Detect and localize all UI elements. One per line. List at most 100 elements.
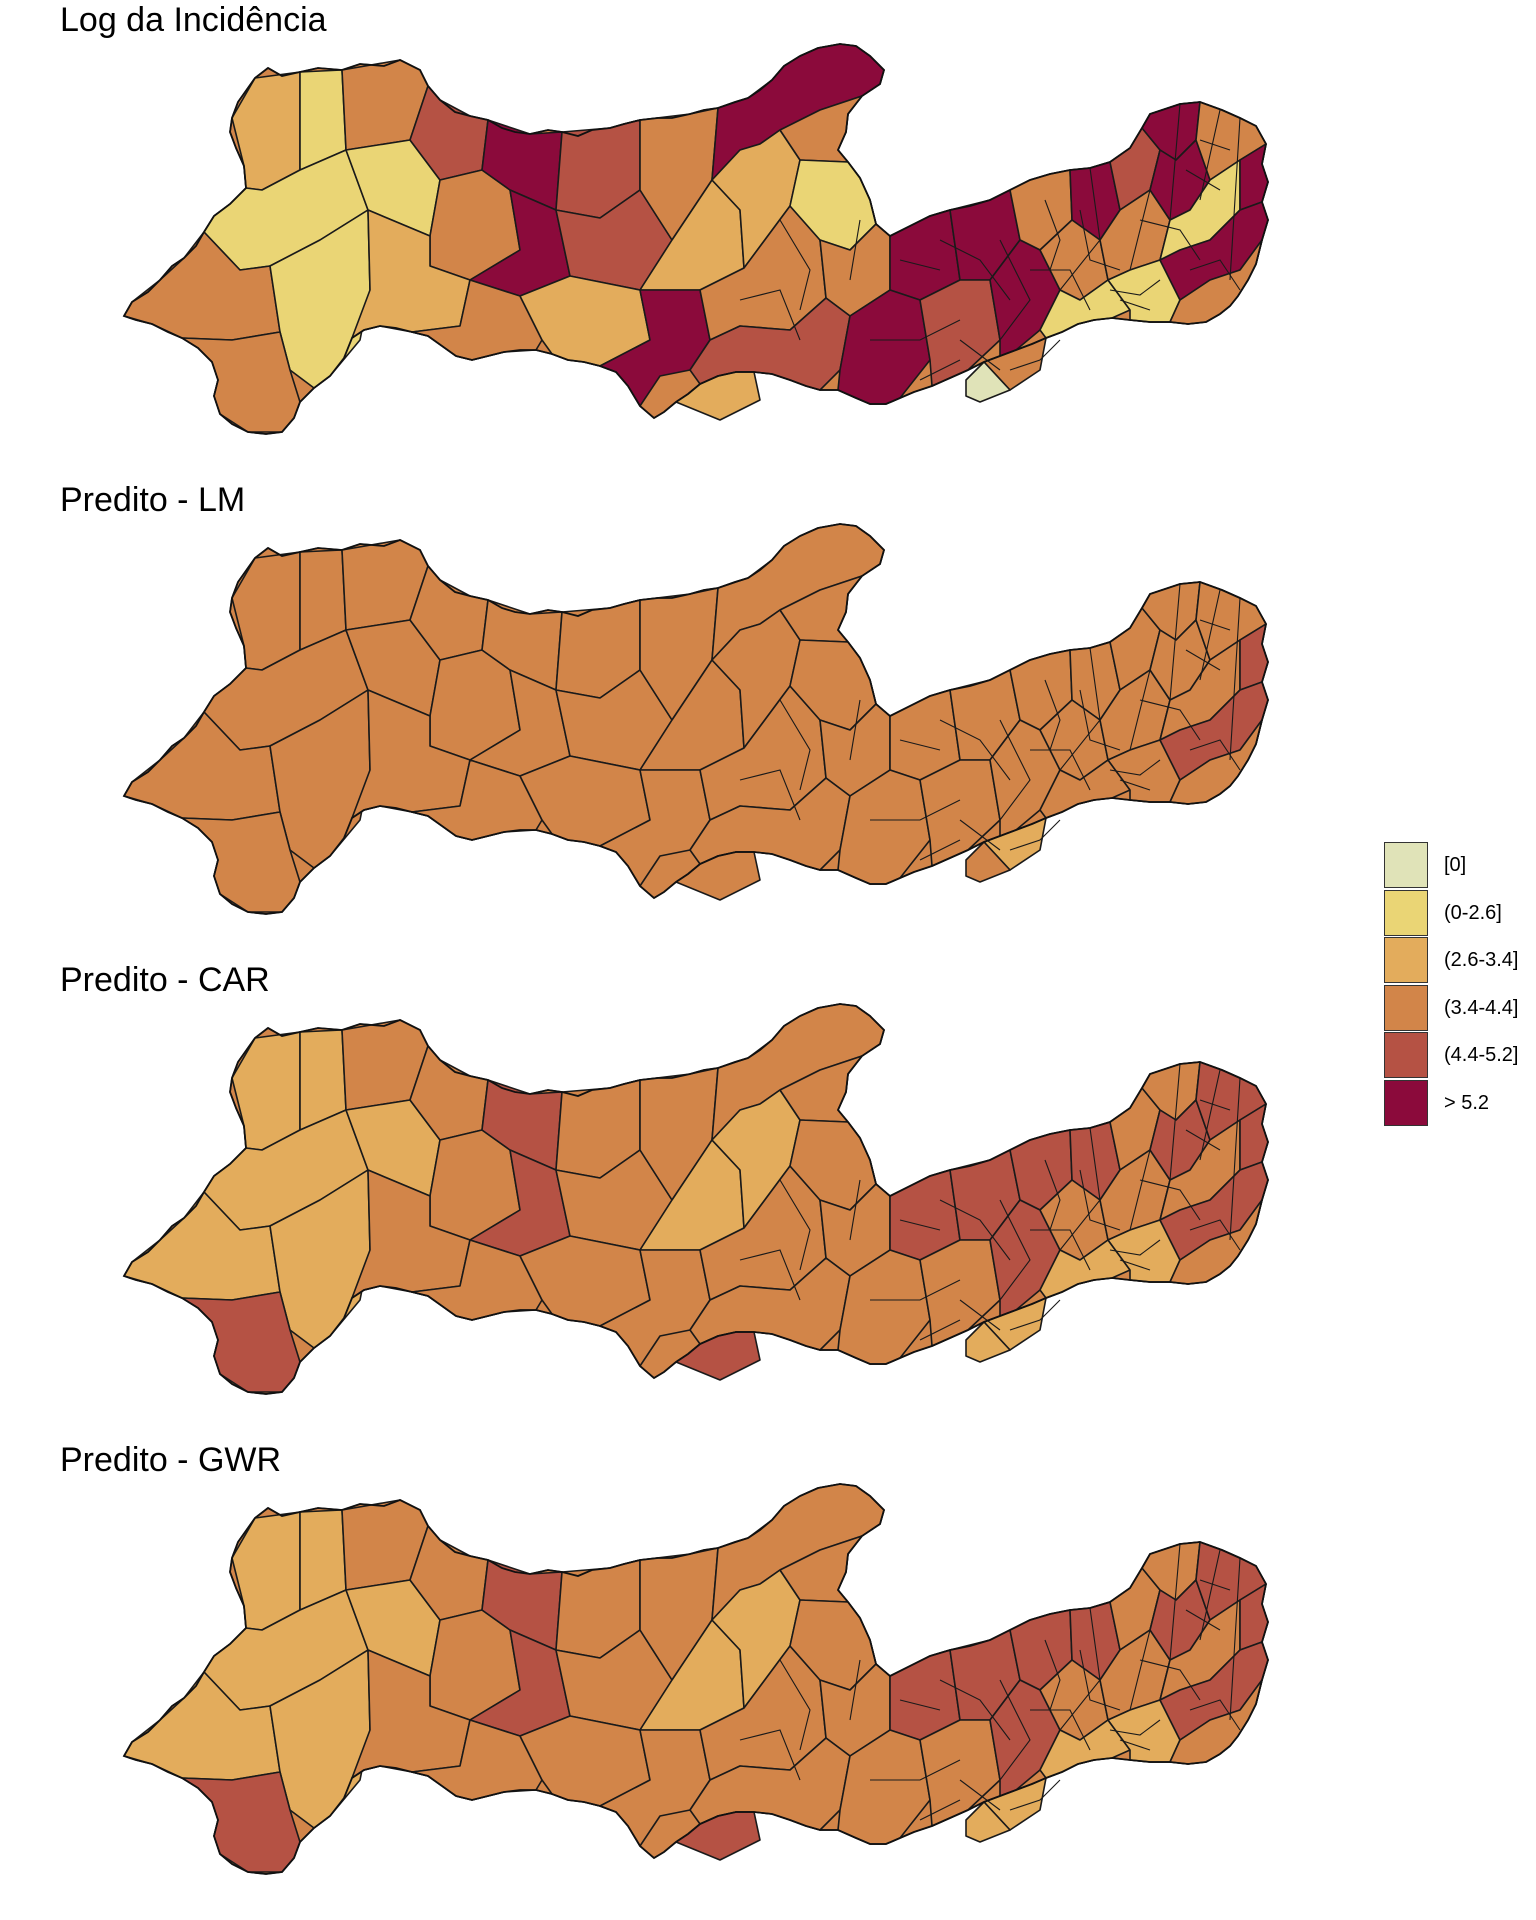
municipalities: [123, 1003, 1269, 1393]
municipality-border: [1189, 1219, 1241, 1251]
legend-label: > 5.2: [1444, 1091, 1490, 1114]
municipality-border: [919, 1319, 961, 1341]
municipality-border: [1109, 1239, 1161, 1256]
municipality-border: [1229, 1077, 1241, 1241]
legend-label: (3.4-4.4]: [1444, 996, 1519, 1019]
municipality-border: [1189, 259, 1241, 291]
municipalities: [123, 523, 1269, 913]
legend-label: (4.4-5.2]: [1444, 1044, 1519, 1066]
municipality-border: [1030, 1709, 1091, 1751]
panel-title: Log da Incidência: [60, 1, 327, 39]
municipality-border: [1030, 749, 1091, 791]
panel-title: Predito - CAR: [60, 961, 270, 999]
map-panel-car: Predito - CAR: [0, 960, 1340, 1430]
municipality-border: [779, 1179, 811, 1271]
municipality-border: [849, 219, 861, 281]
municipality-border: [1139, 1659, 1201, 1701]
municipality-border: [1079, 689, 1121, 751]
municipality-border: [1169, 103, 1181, 221]
municipality-border: [919, 839, 961, 861]
municipality-border: [1185, 169, 1221, 191]
municipality-border: [1030, 1229, 1091, 1271]
municipality-border: [1044, 1159, 1061, 1231]
municipality-border: [939, 1199, 1011, 1261]
municipality-border: [1129, 189, 1151, 271]
municipality-border: [1030, 269, 1091, 311]
municipality-border: [1229, 597, 1241, 761]
municipality-border: [870, 1759, 961, 1781]
municipality-border: [1044, 199, 1061, 271]
municipality-region: [231, 71, 301, 191]
municipality-border: [1129, 1149, 1151, 1231]
municipality-border: [739, 1729, 801, 1781]
legend-swatch: [1384, 1079, 1428, 1126]
municipality-region: [231, 1031, 301, 1151]
municipality-border: [739, 289, 801, 341]
municipality-region: [231, 551, 301, 671]
municipality-border: [1119, 1739, 1151, 1751]
map-panel-lm: Predito - LM: [0, 480, 1340, 950]
municipality-border: [779, 219, 811, 311]
municipality-border: [849, 699, 861, 761]
municipality-region: [181, 1771, 301, 1873]
municipality-border: [1009, 1779, 1061, 1811]
municipality-region: [181, 331, 301, 433]
municipality-border: [1129, 669, 1151, 751]
legend-swatch: [1384, 984, 1428, 1031]
legend-label: (0-2.6]: [1444, 901, 1502, 924]
municipality-border: [999, 1679, 1031, 1781]
municipality-border: [919, 1799, 961, 1821]
municipality-border: [1059, 1607, 1101, 1731]
municipality-region: [965, 1321, 1011, 1363]
municipality-border: [870, 1279, 961, 1301]
legend-label: [0]: [1444, 854, 1467, 876]
municipality-border: [1169, 1543, 1181, 1661]
legend-label: (2.6-3.4]: [1444, 949, 1519, 971]
municipality-border: [1199, 1579, 1231, 1591]
municipality-border: [1059, 167, 1101, 291]
municipality-border: [1199, 1549, 1221, 1641]
municipality-border: [919, 359, 961, 381]
municipality-border: [1044, 1639, 1061, 1711]
municipality-border: [1229, 117, 1241, 281]
municipality-border: [899, 739, 941, 751]
state-border: [122, 43, 1269, 435]
municipality-border: [1044, 679, 1061, 751]
municipality-region: [965, 1801, 1011, 1843]
municipality-border: [1189, 1699, 1241, 1731]
municipality-border: [849, 1179, 861, 1241]
municipality-border: [1129, 1629, 1151, 1711]
municipality-border: [899, 1219, 941, 1231]
municipality-border: [1199, 139, 1231, 151]
municipality-border: [1119, 299, 1151, 311]
municipality-border: [1079, 1649, 1121, 1711]
municipality-border: [1199, 619, 1231, 631]
municipality-border: [1119, 1259, 1151, 1271]
map-panel-observed: Log da Incidência: [0, 0, 1340, 470]
municipality-border: [1199, 589, 1221, 681]
municipality-border: [739, 769, 801, 821]
municipalities: [123, 1483, 1269, 1873]
municipality-border: [959, 819, 1001, 851]
municipality-border: [999, 1199, 1031, 1301]
municipality-border: [1009, 819, 1061, 851]
municipality-border: [1059, 1127, 1101, 1251]
municipality-region: [231, 1511, 301, 1631]
municipality-border: [1185, 1609, 1221, 1631]
state-border: [122, 1483, 1269, 1875]
choropleth-map: [122, 523, 1269, 915]
map-panel-gwr: Predito - GWR: [0, 1440, 1340, 1910]
municipality-border: [959, 1299, 1001, 1331]
municipality-border: [1139, 219, 1201, 261]
municipality-border: [1229, 1557, 1241, 1721]
municipality-border: [1109, 279, 1161, 296]
municipality-border: [1199, 1069, 1221, 1161]
municipality-border: [1139, 1179, 1201, 1221]
municipality-border: [849, 1659, 861, 1721]
municipality-border: [999, 239, 1031, 341]
municipality-border: [1199, 109, 1221, 201]
municipality-border: [899, 1699, 941, 1711]
panel-title: Predito - LM: [60, 481, 246, 519]
state-border: [122, 1003, 1269, 1395]
municipality-border: [1009, 1299, 1061, 1331]
